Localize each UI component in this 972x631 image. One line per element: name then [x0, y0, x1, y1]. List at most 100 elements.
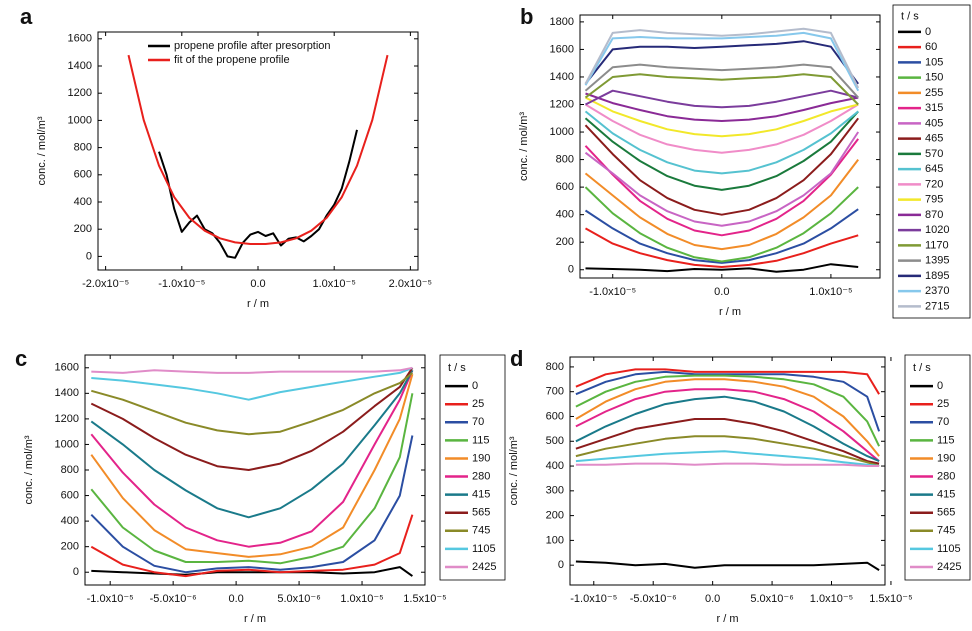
- legend-label: 105: [925, 56, 943, 68]
- legend-label: 0: [925, 26, 931, 38]
- y-tick-label: 1000: [55, 438, 79, 450]
- x-tick-label: 1.0x10⁻⁵: [809, 286, 852, 298]
- legend-label: 645: [925, 163, 943, 175]
- legend-label: 280: [472, 470, 490, 482]
- legend-label: 0: [472, 380, 478, 392]
- x-axis-label: r / m: [244, 613, 266, 625]
- y-tick-label: 1400: [550, 71, 574, 83]
- legend-label: 2370: [925, 285, 949, 297]
- y-tick-label: 800: [546, 361, 564, 373]
- y-tick-label: 800: [61, 464, 79, 476]
- y-tick-label: 600: [74, 169, 92, 181]
- x-tick-label: -5.0x10⁻⁶: [630, 593, 677, 605]
- legend-label: 280: [937, 470, 955, 482]
- data-line: [584, 73, 859, 106]
- x-tick-label: -1.0x10⁻⁵: [158, 278, 205, 290]
- data-line: [584, 208, 859, 264]
- y-axis-label: conc. / mol/m³: [508, 436, 520, 505]
- legend-label: 115: [937, 434, 955, 446]
- y-tick-label: 1600: [68, 33, 92, 45]
- y-tick-label: 300: [546, 485, 564, 497]
- y-tick-label: 0: [73, 566, 79, 578]
- y-tick-label: 800: [74, 142, 92, 154]
- data-line: [585, 263, 859, 273]
- y-tick-label: 800: [556, 153, 574, 165]
- legend-label: 1170: [925, 239, 949, 251]
- x-tick-label: 1.0x10⁻⁵: [810, 593, 853, 605]
- legend-label: 25: [472, 398, 484, 410]
- y-tick-label: 400: [74, 196, 92, 208]
- data-line: [584, 27, 860, 89]
- y-tick-label: 200: [556, 236, 574, 248]
- legend-label: 745: [472, 525, 490, 537]
- legend-label: 745: [937, 525, 955, 537]
- data-line: [575, 418, 880, 465]
- legend-label: 255: [925, 87, 943, 99]
- data-line: [584, 110, 859, 175]
- legend-box: [904, 354, 971, 581]
- legend-label: 1395: [925, 255, 949, 267]
- data-line: [90, 367, 414, 471]
- y-tick-label: 0: [558, 559, 564, 571]
- plot-frame: [97, 31, 419, 271]
- data-line: [575, 368, 880, 395]
- x-tick-label: 2.0x10⁻⁵: [389, 278, 432, 290]
- y-tick-label: 100: [546, 534, 564, 546]
- plot-frame: [84, 354, 426, 586]
- legend-label: 565: [472, 507, 490, 519]
- data-line: [584, 31, 860, 92]
- plot-area: [127, 54, 389, 259]
- panel-letter: d: [510, 346, 523, 371]
- y-tick-label: 1800: [550, 16, 574, 28]
- data-line: [90, 393, 414, 565]
- y-tick-label: 400: [556, 209, 574, 221]
- y-tick-label: 600: [546, 410, 564, 422]
- y-tick-label: 500: [546, 435, 564, 447]
- y-tick-label: 1200: [55, 413, 79, 425]
- legend-title: t / s: [448, 362, 466, 374]
- legend-label: 150: [925, 72, 943, 84]
- legend-label: 190: [937, 452, 955, 464]
- y-tick-label: 600: [556, 181, 574, 193]
- data-line: [584, 63, 859, 99]
- data-line: [575, 378, 880, 457]
- y-tick-label: 0: [86, 250, 92, 262]
- x-tick-label: 1.0x10⁻⁵: [340, 593, 383, 605]
- legend-label: 565: [937, 507, 955, 519]
- data-line: [584, 131, 860, 227]
- y-tick-label: 200: [74, 223, 92, 235]
- y-axis-label: conc. / mol/m³: [36, 116, 48, 185]
- data-line: [585, 96, 859, 138]
- legend-label: 465: [925, 133, 943, 145]
- x-tick-label: -5.0x10⁻⁶: [150, 593, 197, 605]
- data-line: [575, 462, 880, 467]
- legend-label: 1895: [925, 270, 949, 282]
- legend-label: 570: [925, 148, 943, 160]
- legend-label: 1020: [925, 224, 949, 236]
- legend-label: 2425: [937, 561, 961, 573]
- data-line: [575, 388, 880, 462]
- y-tick-label: 1400: [55, 387, 79, 399]
- data-line: [584, 186, 859, 263]
- y-tick-label: 1400: [68, 60, 92, 72]
- data-line: [585, 92, 859, 122]
- x-axis-label: r / m: [717, 613, 739, 625]
- data-line: [90, 435, 414, 574]
- data-line: [91, 372, 414, 436]
- x-tick-label: 0.0: [714, 286, 729, 298]
- legend-label: 1105: [937, 543, 961, 555]
- x-axis-label: r / m: [719, 306, 741, 318]
- y-tick-label: 600: [61, 489, 79, 501]
- legend-label: 115: [472, 434, 490, 446]
- x-tick-label: 1.0x10⁻⁵: [312, 278, 355, 290]
- data-line: [584, 138, 859, 237]
- x-tick-label: 1.5x10⁻⁵: [403, 593, 446, 605]
- y-tick-label: 400: [546, 460, 564, 472]
- data-line: [575, 374, 881, 447]
- plot-frame: [569, 356, 886, 586]
- y-tick-label: 1600: [55, 362, 79, 374]
- data-line: [91, 566, 413, 577]
- legend-label: 315: [925, 102, 943, 114]
- x-tick-label: 0.0: [228, 593, 243, 605]
- data-line: [575, 370, 881, 432]
